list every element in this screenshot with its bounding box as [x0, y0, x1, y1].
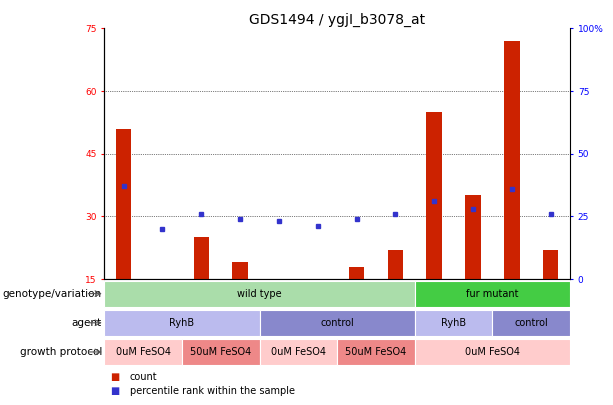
Text: RyhB: RyhB — [169, 318, 194, 328]
Bar — [387, 250, 403, 279]
Bar — [104, 281, 415, 307]
Bar — [259, 339, 337, 365]
Text: control: control — [514, 318, 548, 328]
Text: 0uM FeSO4: 0uM FeSO4 — [465, 347, 520, 357]
Bar — [492, 310, 570, 336]
Text: 0uM FeSO4: 0uM FeSO4 — [115, 347, 170, 357]
Text: 50uM FeSO4: 50uM FeSO4 — [190, 347, 251, 357]
Bar — [415, 310, 492, 336]
Bar — [427, 112, 442, 279]
Text: agent: agent — [72, 318, 102, 328]
Text: RyhB: RyhB — [441, 318, 466, 328]
Bar — [415, 281, 570, 307]
Text: count: count — [130, 373, 158, 382]
Bar — [194, 237, 209, 279]
Text: percentile rank within the sample: percentile rank within the sample — [130, 386, 295, 396]
Text: ■: ■ — [110, 386, 120, 396]
Bar — [232, 262, 248, 279]
Bar — [104, 339, 182, 365]
Bar — [349, 266, 364, 279]
Bar — [116, 129, 131, 279]
Text: fur mutant: fur mutant — [466, 289, 519, 298]
Text: control: control — [320, 318, 354, 328]
Bar — [259, 310, 415, 336]
Bar — [182, 339, 259, 365]
Text: genotype/variation: genotype/variation — [2, 289, 102, 298]
Bar — [310, 279, 326, 283]
Text: 50uM FeSO4: 50uM FeSO4 — [345, 347, 406, 357]
Bar — [543, 250, 558, 279]
Text: wild type: wild type — [237, 289, 282, 298]
Bar — [465, 196, 481, 279]
Text: ■: ■ — [110, 373, 120, 382]
Bar — [104, 310, 259, 336]
Bar — [415, 339, 570, 365]
Text: 0uM FeSO4: 0uM FeSO4 — [271, 347, 326, 357]
Bar — [504, 41, 520, 279]
Title: GDS1494 / ygjI_b3078_at: GDS1494 / ygjI_b3078_at — [249, 13, 425, 27]
Text: growth protocol: growth protocol — [20, 347, 102, 357]
Bar — [337, 339, 415, 365]
